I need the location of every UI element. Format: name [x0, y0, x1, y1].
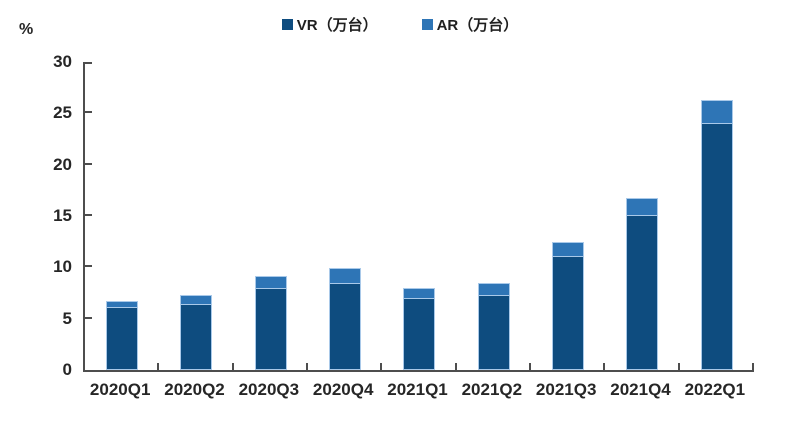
- x-axis-tick: [380, 363, 383, 370]
- x-axis-label-2021Q4: 2021Q4: [610, 380, 671, 399]
- legend-item-ar: AR（万台）: [421, 14, 519, 35]
- y-axis-tick: [85, 62, 92, 64]
- y-axis-tick: [85, 214, 92, 216]
- x-axis-label-2020Q3: 2020Q3: [238, 380, 300, 399]
- bar-segment-ar-2020Q1: [106, 301, 139, 309]
- bar-slot-2021Q3: [531, 62, 605, 370]
- plot-area: [83, 62, 754, 372]
- x-axis-tick: [752, 363, 754, 370]
- bar-slot-2020Q1: [85, 62, 159, 370]
- stacked-bar-2021Q1: [403, 287, 436, 370]
- bar-segment-vr-2022Q1: [700, 123, 733, 370]
- bar-segment-vr-2021Q3: [552, 257, 585, 370]
- bar-slot-2021Q4: [605, 62, 679, 370]
- bar-segment-ar-2021Q3: [552, 241, 585, 258]
- y-axis-label-5: 5: [62, 308, 72, 328]
- x-axis-label-2020Q2: 2020Q2: [164, 380, 225, 399]
- bar-segment-vr-2020Q3: [254, 288, 287, 370]
- ar-legend-swatch-icon: [421, 19, 433, 30]
- bar-segment-ar-2021Q2: [477, 282, 510, 297]
- x-axis-label-2021Q2: 2021Q2: [461, 380, 523, 399]
- x-axis-label-2022Q1: 2022Q1: [684, 380, 746, 399]
- bar-segment-vr-2020Q4: [329, 283, 362, 370]
- stacked-bar-2020Q4: [329, 268, 362, 370]
- x-axis-tick: [157, 363, 160, 370]
- bar-segment-vr-2021Q2: [477, 296, 510, 370]
- bar-slot-2020Q3: [234, 62, 308, 370]
- x-axis-tick: [677, 363, 680, 370]
- stacked-bar-2020Q3: [254, 275, 287, 370]
- stacked-bar-2022Q1: [700, 100, 733, 370]
- y-axis-label-20: 20: [53, 154, 72, 174]
- bar-segment-ar-2020Q3: [254, 275, 287, 289]
- x-axis-label-2020Q4: 2020Q4: [312, 380, 374, 399]
- bar-segment-vr-2021Q4: [626, 216, 659, 370]
- vr-legend-swatch-icon: [281, 19, 293, 30]
- bar-slot-2021Q1: [382, 62, 456, 370]
- y-axis-label-0: 0: [62, 360, 72, 379]
- x-axis-label-2020Q1: 2020Q1: [89, 380, 151, 399]
- stacked-bar-2021Q3: [552, 241, 585, 370]
- y-axis-tick: [85, 316, 92, 319]
- bar-slots: [85, 62, 754, 370]
- x-axis-tick: [231, 363, 234, 370]
- x-axis-tick: [454, 363, 457, 370]
- x-axis-label-2021Q3: 2021Q3: [535, 380, 597, 399]
- y-axis-label-30: 30: [53, 52, 72, 71]
- bar-segment-ar-2021Q1: [403, 287, 436, 300]
- bar-segment-vr-2021Q1: [403, 299, 436, 370]
- x-axis-tick: [306, 363, 308, 370]
- bar-segment-vr-2020Q2: [180, 305, 213, 370]
- stacked-bar-2020Q1: [106, 301, 139, 370]
- bar-slot-2020Q2: [159, 62, 233, 370]
- x-axis-label-2021Q1: 2021Q1: [387, 380, 448, 399]
- ar-legend-label: AR（万台）: [436, 17, 519, 34]
- y-axis-label-25: 25: [53, 103, 72, 123]
- stacked-bar-2020Q2: [180, 295, 213, 370]
- vr-legend-label: VR（万台）: [296, 17, 378, 34]
- bar-segment-ar-2022Q1: [700, 100, 733, 124]
- bar-segment-ar-2020Q4: [329, 268, 362, 284]
- y-axis-tick: [85, 265, 92, 268]
- bar-segment-ar-2020Q2: [180, 295, 213, 306]
- x-axis-tick: [603, 363, 606, 370]
- bar-slot-2021Q2: [457, 62, 531, 370]
- bar-segment-vr-2020Q1: [106, 308, 139, 370]
- stacked-bar-2021Q2: [477, 282, 510, 370]
- legend-item-vr: VR（万台）: [281, 14, 378, 35]
- x-axis-tick: [529, 363, 531, 370]
- y-axis-tick: [85, 162, 92, 165]
- y-axis-tick: [85, 111, 92, 114]
- chart-legend: VR（万台） AR（万台）: [0, 14, 800, 35]
- y-axis-label-10: 10: [53, 257, 72, 277]
- y-axis-unit-label: %: [19, 21, 34, 38]
- bar-slot-2020Q4: [308, 62, 382, 370]
- stacked-bar-2021Q4: [626, 197, 659, 370]
- bar-slot-2022Q1: [680, 62, 754, 370]
- y-axis-label-15: 15: [53, 206, 72, 225]
- bar-segment-ar-2021Q4: [626, 197, 659, 216]
